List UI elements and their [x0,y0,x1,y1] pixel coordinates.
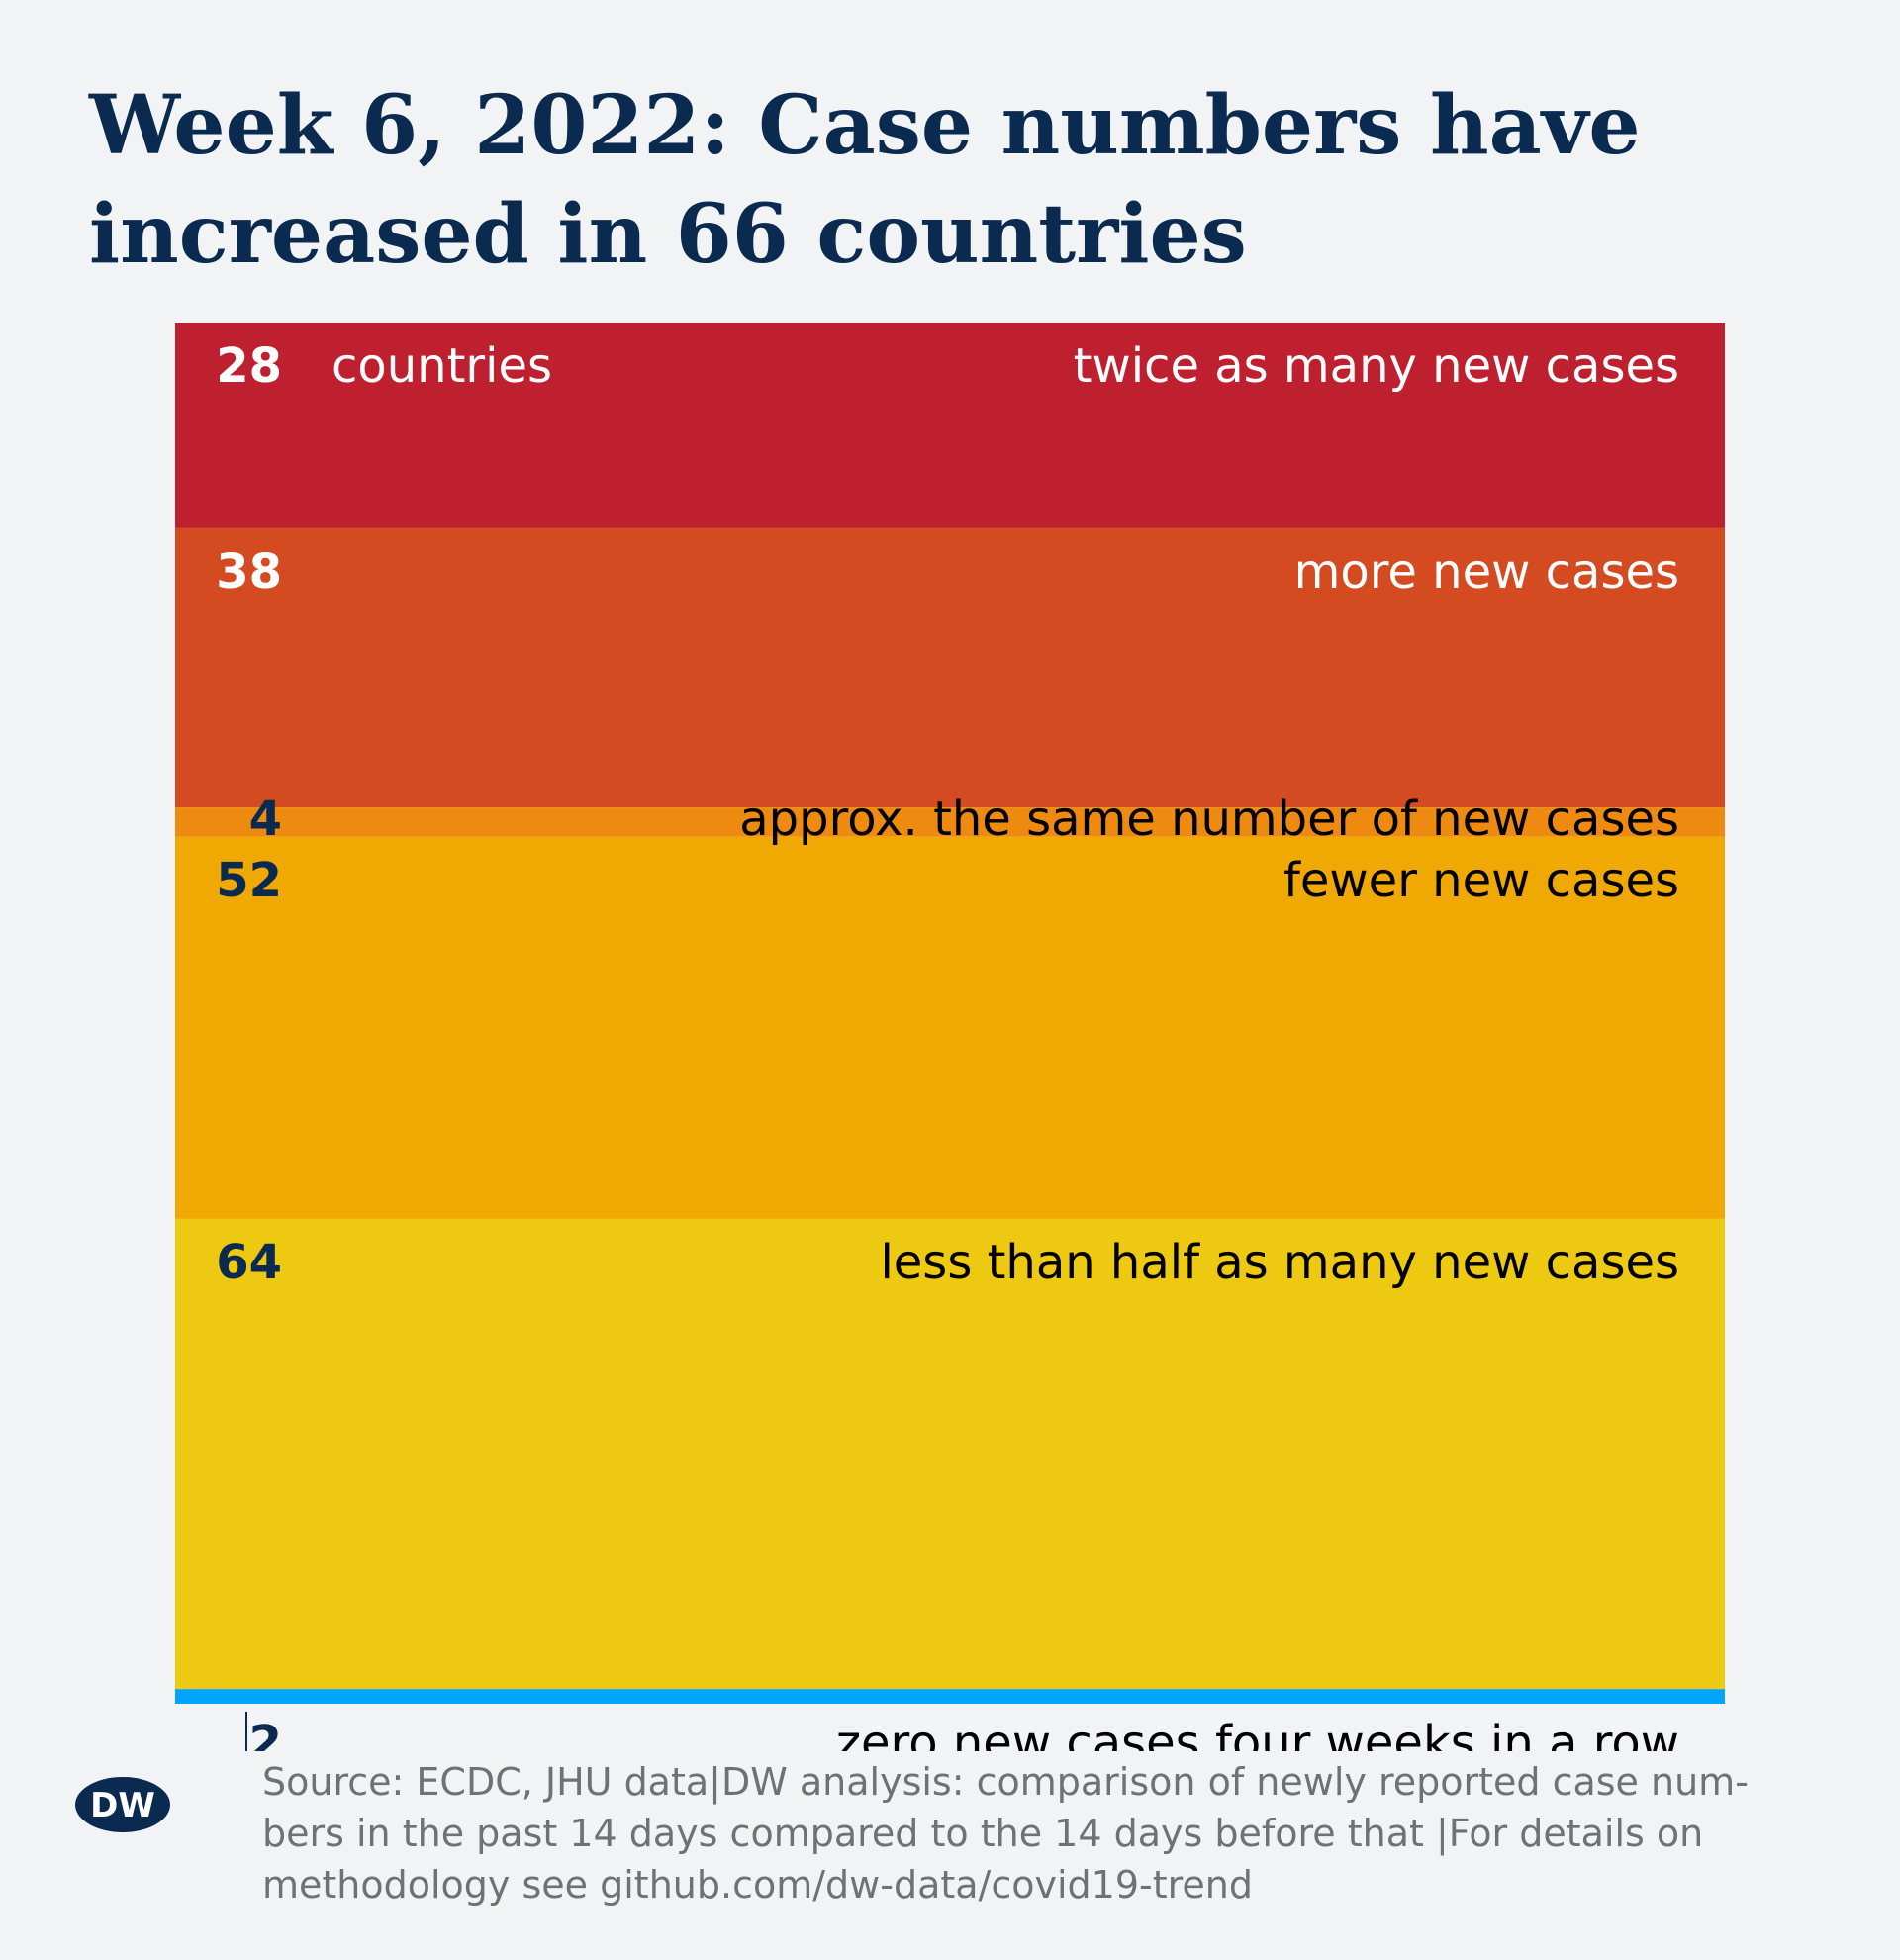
bar-category-label: fewer new cases [1283,853,1679,908]
dw-logo: DW [73,1775,172,1834]
bar-category-label: twice as many new cases [1074,338,1679,394]
bar-category-label: less than half as many new cases [880,1235,1679,1290]
bar-segments [175,323,1725,1704]
bar-segment [175,1218,1725,1690]
title-line-1: Week 6, 2022: Case numbers have [89,78,1641,173]
dw-logo-shape [75,1777,170,1832]
bar-category-label: more new cases [1294,544,1679,600]
bar-segment [175,836,1725,1219]
source-line-2: bers in the past 14 days compared to the… [262,1812,1704,1855]
title-line-2: increased in 66 countries [89,187,1247,282]
source-line-3: methodology see github.com/dw-data/covid… [262,1863,1253,1907]
bar-value-label: 52 [216,853,282,908]
bar-value-label: 64 [216,1235,282,1290]
bar-value-label: 4 [249,792,282,847]
stacked-bar-chart: 28 twice as many new cases countries 38 more… [175,323,1725,1751]
bar-segment [175,807,1725,837]
unit-label: countries [332,338,552,394]
chart-title: Week 6, 2022: Case numbers have increase… [89,71,1821,289]
bar-segment [175,527,1725,808]
bar-segment [175,1689,1725,1704]
dw-logo-text: DW [90,1786,155,1825]
source-note: Source: ECDC, JHU data|DW analysis: comp… [262,1756,1846,1911]
bar-value-label: 38 [216,544,282,600]
source-line-1: Source: ECDC, JHU data|DW analysis: comp… [262,1760,1749,1804]
bar-category-label: approx. the same number of new cases [739,792,1679,847]
bar-value-label: 28 [216,338,282,394]
bar-category-label: zero new cases four weeks in a row [836,1716,1679,1751]
bar-value-label: 2 [249,1716,282,1751]
bar-segment [175,323,1725,528]
bar-labels: 28 twice as many new cases countries 38 more… [216,338,1679,1751]
